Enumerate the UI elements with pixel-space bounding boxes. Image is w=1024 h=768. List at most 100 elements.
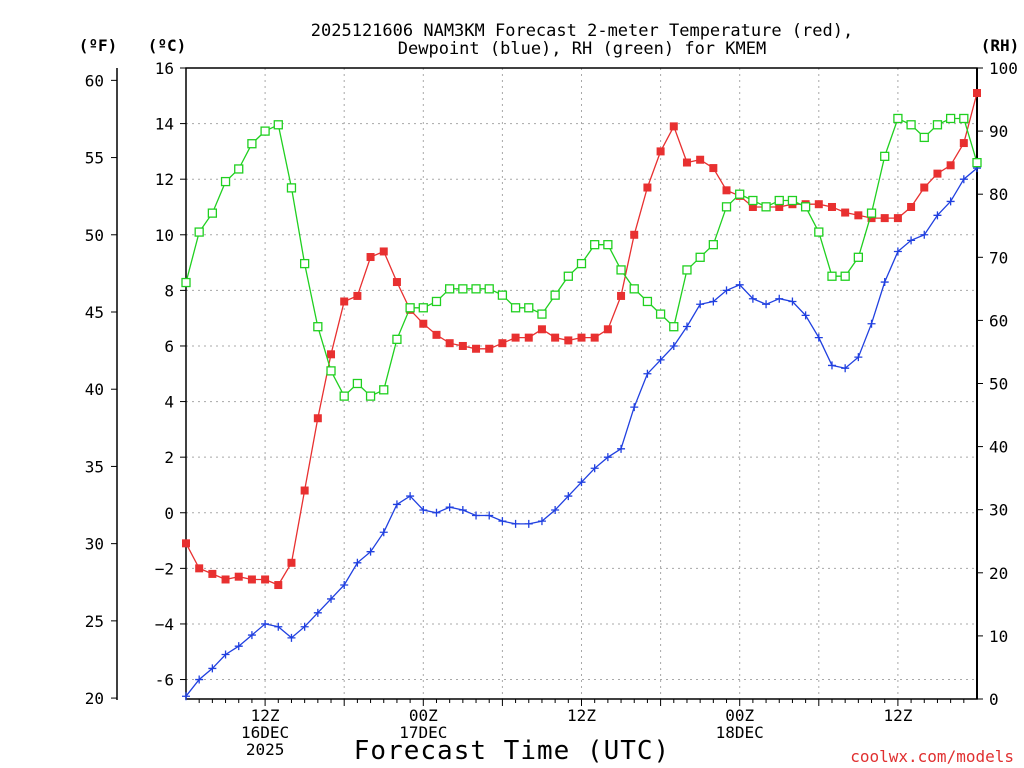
dewpoint-point [617, 444, 626, 453]
2-meter-temperature-point [973, 89, 981, 98]
dewpoint-point [735, 280, 744, 289]
dewpoint-point [775, 294, 784, 303]
rh-point [827, 271, 837, 281]
rh-point [326, 366, 336, 376]
rh-point [880, 151, 890, 161]
2-meter-temperature-point [630, 230, 639, 239]
source-credit: coolwx.com/models [850, 747, 1014, 766]
rh-point [590, 240, 600, 250]
rh-point [273, 120, 283, 130]
dewpoint-point [366, 547, 375, 556]
2-meter-temperature-point [234, 572, 243, 581]
plot-frame [185, 67, 978, 700]
rh-point [866, 208, 877, 218]
rh-tick-label: 50 [989, 375, 1008, 394]
rh-point [893, 113, 903, 124]
dewpoint-point [524, 519, 533, 528]
dewpoint-point [247, 631, 256, 640]
2-meter-temperature-point [287, 558, 296, 567]
rh-point [603, 240, 613, 250]
dewpoint-point [327, 594, 336, 603]
2-meter-temperature-point [827, 202, 836, 211]
2-meter-temperature-point [274, 581, 283, 590]
celsius-tick-label: 10 [155, 226, 174, 245]
dewpoint-point [801, 311, 810, 320]
2-meter-temperature-point [498, 339, 507, 348]
rh-point [800, 202, 811, 212]
rh-tick-label: 100 [989, 59, 1018, 78]
dewpoint-point [603, 453, 612, 462]
rh-point [524, 303, 534, 313]
celsius-tick-label: 0 [164, 504, 174, 523]
rh-point [445, 284, 455, 294]
dewpoint-point [406, 492, 415, 501]
dewpoint-point [682, 322, 691, 331]
dewpoint-point [313, 608, 322, 617]
2-meter-temperature-point [392, 278, 401, 287]
dewpoint-point [590, 464, 599, 473]
fahrenheit-tick-label: 60 [85, 71, 104, 90]
2-meter-temperature-point [722, 186, 731, 195]
rh-point [906, 120, 916, 130]
rh-point [972, 157, 982, 168]
rh-point [576, 258, 587, 269]
rh-tick-label: 0 [989, 690, 999, 709]
2-meter-temperature-point [340, 297, 349, 306]
rh-point [853, 252, 863, 262]
2-meter-temperature-point [709, 164, 718, 173]
dewpoint-point [709, 297, 718, 306]
2-meter-temperature-point [893, 214, 902, 223]
celsius-unit-label: (ºC) [148, 36, 187, 55]
celsius-tick-label: −4 [155, 615, 174, 634]
2-meter-temperature-point [577, 333, 586, 342]
dewpoint-line [185, 167, 978, 697]
dewpoint-point [880, 278, 889, 287]
rh-point [484, 284, 494, 294]
dewpoint-point [748, 294, 757, 303]
dewpoint-point [511, 519, 520, 528]
rh-point [510, 303, 521, 313]
2-meter-temperature-point [432, 330, 441, 339]
chart-title-line2: Dewpoint (blue), RH (green) for KMEM [398, 39, 766, 59]
2-meter-temperature-point [247, 575, 256, 584]
2-meter-temperature-point [748, 202, 757, 211]
rh-point [721, 202, 732, 212]
fahrenheit-tick-label: 30 [85, 535, 104, 554]
2-meter-temperature-point [920, 183, 929, 192]
dewpoint-point [959, 175, 968, 184]
time-tick-label: 12Z [251, 706, 280, 725]
celsius-tick-label: −2 [155, 559, 174, 578]
rh-tick-label: 70 [989, 248, 1008, 267]
dewpoint-point [564, 492, 573, 501]
rh-point [194, 227, 204, 237]
chart-axes [116, 67, 978, 700]
rh-point [313, 322, 323, 332]
dewpoint-point [854, 353, 863, 362]
rh-tick-label: 20 [989, 564, 1008, 583]
2-meter-temperature-point [814, 200, 823, 209]
dewpoint-point [551, 505, 560, 514]
time-tick-label: 2025 [246, 740, 285, 759]
dewpoint-point [867, 319, 876, 328]
time-tick-label: 17DEC [399, 723, 447, 742]
fahrenheit-tick-label: 55 [85, 149, 104, 168]
dewpoint-point [182, 692, 190, 701]
rh-point [418, 303, 428, 313]
2-meter-temperature-point [313, 414, 322, 423]
rh-point [260, 126, 270, 136]
dewpoint-point [933, 211, 942, 220]
fahrenheit-axis-ticks: 20 25 30 35 40 45 50 55 60 [85, 71, 117, 708]
2-meter-temperature-point [617, 291, 626, 300]
rh-tick-label: 40 [989, 438, 1008, 457]
dewpoint-point [419, 505, 428, 514]
dewpoint-point [221, 650, 230, 659]
rh-point [761, 202, 771, 212]
2-meter-temperature-point [907, 202, 916, 211]
dewpoint-point [274, 622, 283, 631]
rh-point [787, 195, 798, 206]
celsius-tick-label: 2 [164, 448, 174, 467]
2-meter-temperature-point [379, 247, 388, 256]
rh-point [616, 265, 626, 275]
celsius-tick-label: 6 [164, 337, 174, 356]
